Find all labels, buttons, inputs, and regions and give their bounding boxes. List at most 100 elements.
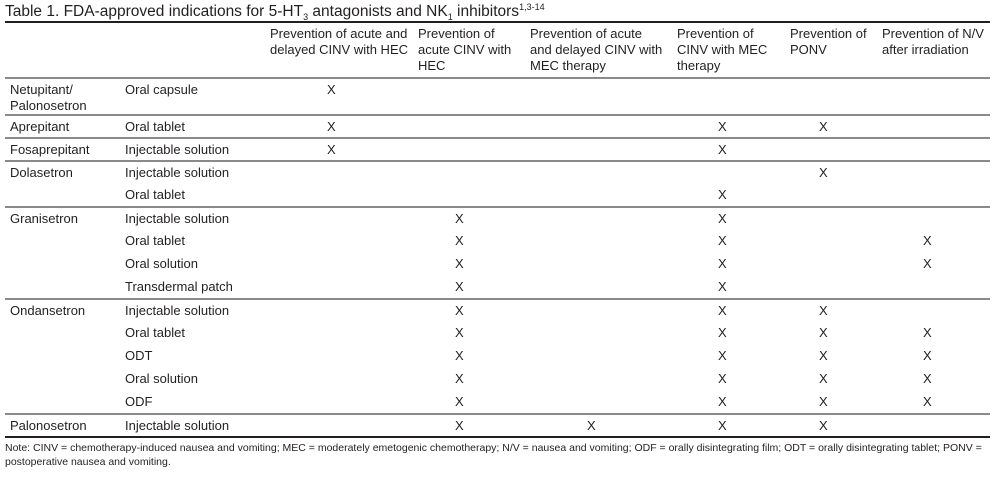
indication-mark — [525, 322, 672, 345]
indication-mark — [525, 345, 672, 368]
indication-mark — [525, 391, 672, 414]
formulation: Injectable solution — [125, 418, 230, 433]
indication-mark: X — [327, 142, 336, 157]
formulation: Injectable solution — [125, 142, 230, 157]
indication-mark — [525, 138, 672, 161]
indication-mark — [265, 276, 413, 299]
indication-mark: X — [819, 394, 828, 409]
indication-mark — [785, 276, 877, 299]
table-container: Table 1. FDA-approved indications for 5-… — [5, 1, 990, 468]
formulation: Oral tablet — [125, 233, 185, 248]
indication-mark — [525, 276, 672, 299]
formulation: Oral tablet — [125, 187, 185, 202]
indication-mark — [265, 207, 413, 230]
header-row: Prevention of acute and delayed CINV wit… — [5, 22, 990, 78]
column-header: Prevention of N/V after irradiation — [882, 26, 984, 57]
column-header — [120, 22, 265, 78]
indication-mark — [525, 161, 672, 184]
table-row: Ondansetron Injectable solution X X X — [5, 299, 990, 322]
indication-mark — [785, 253, 877, 276]
indication-mark — [265, 230, 413, 253]
indication-mark — [877, 299, 990, 322]
indication-mark — [877, 161, 990, 184]
indication-mark — [265, 322, 413, 345]
column-header: Prevention of acute and delayed CINV wit… — [270, 26, 408, 57]
indication-mark: X — [923, 256, 932, 271]
indication-mark: X — [819, 325, 828, 340]
table-row: Dolasetron Injectable solution X — [5, 161, 990, 184]
formulation: Oral solution — [125, 256, 198, 271]
table-row: Oral tablet X X X X — [5, 322, 990, 345]
indication-mark — [525, 115, 672, 138]
table-row: Oral solution X X X — [5, 253, 990, 276]
indication-mark — [265, 253, 413, 276]
indication-mark: X — [819, 371, 828, 386]
indication-mark — [877, 276, 990, 299]
formulation: ODF — [125, 394, 153, 409]
indication-mark — [265, 184, 413, 207]
indication-mark: X — [718, 187, 727, 202]
indication-mark: X — [718, 279, 727, 294]
formulation: Oral capsule — [125, 82, 198, 97]
table-row: Palonosetron Injectable solution X X X X — [5, 414, 990, 437]
drug-name: Fosaprepitant — [10, 142, 90, 157]
table-row: Granisetron Injectable solution X X — [5, 207, 990, 230]
indication-mark — [525, 368, 672, 391]
indication-mark: X — [455, 233, 464, 248]
indication-mark: X — [819, 303, 828, 318]
table-body: Netupitant/ Palonosetron Oral capsule X Apr… — [5, 78, 990, 437]
indication-mark: X — [819, 418, 828, 433]
indication-mark — [525, 253, 672, 276]
indication-mark — [525, 207, 672, 230]
column-header — [5, 22, 120, 78]
indication-mark: X — [718, 142, 727, 157]
table-row: Oral solution X X X X — [5, 368, 990, 391]
table-row: ODT X X X X — [5, 345, 990, 368]
indication-mark: X — [819, 119, 828, 134]
indication-mark: X — [718, 348, 727, 363]
indication-mark — [265, 345, 413, 368]
indication-mark: X — [455, 256, 464, 271]
indication-mark: X — [923, 371, 932, 386]
indication-mark — [785, 138, 877, 161]
indication-mark: X — [819, 348, 828, 363]
formulation: Injectable solution — [125, 211, 230, 226]
formulation: Injectable solution — [125, 303, 230, 318]
drug-name — [5, 345, 120, 368]
indication-mark — [413, 161, 525, 184]
indication-mark — [672, 78, 785, 115]
drug-name — [5, 276, 120, 299]
indication-mark — [413, 184, 525, 207]
drug-name — [5, 322, 120, 345]
formulation: Oral tablet — [125, 119, 185, 134]
table-title: Table 1. FDA-approved indications for 5-… — [5, 1, 545, 23]
indication-mark — [413, 115, 525, 138]
column-header: Prevention of acute and delayed CINV wit… — [530, 26, 663, 73]
indication-mark: X — [455, 348, 464, 363]
indication-mark — [877, 115, 990, 138]
indication-mark: X — [327, 82, 336, 97]
indication-mark — [265, 368, 413, 391]
indication-mark: X — [718, 233, 727, 248]
indication-mark — [525, 299, 672, 322]
indication-mark — [525, 230, 672, 253]
indication-mark: X — [718, 119, 727, 134]
indication-mark — [672, 161, 785, 184]
table-row: Aprepitant Oral tablet X X X — [5, 115, 990, 138]
indication-mark: X — [327, 119, 336, 134]
indication-mark: X — [718, 211, 727, 226]
indication-mark — [413, 78, 525, 115]
indication-mark — [525, 184, 672, 207]
indication-mark: X — [455, 394, 464, 409]
indication-mark — [785, 78, 877, 115]
table-row: Oral tablet X — [5, 184, 990, 207]
indication-mark: X — [819, 165, 828, 180]
indication-mark — [265, 414, 413, 437]
indication-mark — [785, 207, 877, 230]
indication-mark — [525, 78, 672, 115]
indication-mark — [265, 391, 413, 414]
indication-mark: X — [718, 325, 727, 340]
indication-mark: X — [455, 303, 464, 318]
formulation: Oral tablet — [125, 325, 185, 340]
drug-name: Ondansetron — [10, 303, 86, 318]
